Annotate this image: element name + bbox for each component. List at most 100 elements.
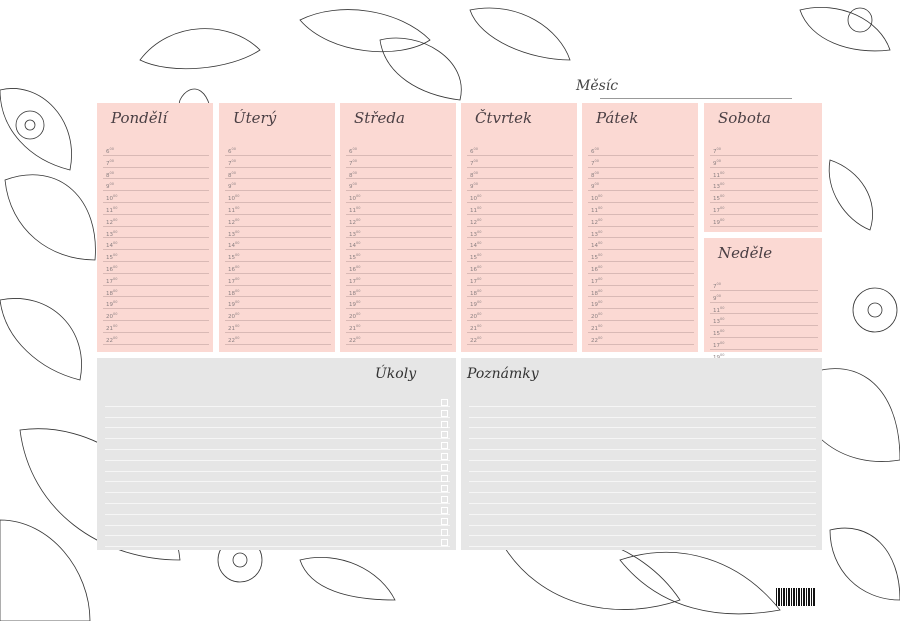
hour-row[interactable]: 1100 (225, 203, 331, 215)
hour-row[interactable]: 900 (588, 179, 694, 192)
hour-row[interactable]: 800 (467, 168, 573, 180)
hour-row[interactable]: 1600 (346, 262, 452, 274)
hour-row[interactable]: 1100 (467, 203, 573, 215)
hour-row[interactable]: 2200 (467, 333, 573, 345)
hour-row[interactable]: 800 (346, 168, 452, 180)
writing-line[interactable] (105, 493, 450, 504)
hour-row[interactable]: 1600 (467, 262, 573, 274)
hour-row[interactable]: 2100 (346, 321, 452, 333)
hour-row[interactable]: 1500 (103, 250, 209, 262)
writing-line[interactable] (469, 407, 816, 418)
checkbox-icon[interactable] (441, 420, 448, 428)
hour-row[interactable]: 2100 (225, 321, 331, 333)
hour-row[interactable]: 1100 (346, 203, 452, 215)
hour-row[interactable]: 1200 (103, 215, 209, 227)
hour-row[interactable]: 1600 (588, 262, 694, 274)
hour-row[interactable]: 1900 (103, 297, 209, 310)
hour-row[interactable]: 1500 (346, 250, 452, 262)
checkbox-icon[interactable] (441, 442, 448, 450)
writing-line[interactable] (469, 428, 816, 440)
hour-row[interactable]: 1800 (103, 286, 209, 298)
checkbox-icon[interactable] (441, 506, 448, 514)
hour-row[interactable]: 1200 (225, 215, 331, 227)
hour-row[interactable]: 700 (588, 156, 694, 168)
hour-row[interactable]: 700 (346, 156, 452, 168)
checkbox-icon[interactable] (441, 517, 448, 525)
hour-row[interactable]: 1000 (588, 191, 694, 203)
hour-row[interactable]: 900 (103, 179, 209, 192)
month-input-line[interactable] (600, 98, 792, 99)
tasks-panel[interactable]: Úkoly (97, 358, 456, 550)
hour-row[interactable]: 1500 (710, 191, 818, 203)
hour-row[interactable]: 800 (103, 168, 209, 180)
hour-row[interactable]: 1800 (467, 286, 573, 298)
writing-line[interactable] (469, 418, 816, 429)
hour-row[interactable]: 1700 (588, 274, 694, 286)
hour-row[interactable]: 2000 (346, 309, 452, 321)
hour-row[interactable]: 1400 (467, 238, 573, 251)
hour-row[interactable]: 800 (588, 168, 694, 180)
writing-line[interactable] (469, 396, 816, 407)
notes-panel[interactable]: Poznámky (461, 358, 822, 550)
hour-row[interactable]: 2200 (103, 333, 209, 345)
checkbox-icon[interactable] (441, 474, 448, 482)
hour-row[interactable]: 1000 (346, 191, 452, 203)
hour-row[interactable]: 900 (467, 179, 573, 192)
hour-row[interactable]: 2200 (225, 333, 331, 345)
writing-line[interactable] (105, 515, 450, 526)
hour-row[interactable]: 600 (467, 144, 573, 156)
hour-row[interactable]: 1400 (103, 238, 209, 251)
writing-line[interactable] (469, 526, 816, 537)
writing-line[interactable] (105, 472, 450, 483)
hour-row[interactable]: 1400 (346, 238, 452, 251)
hour-row[interactable]: 1700 (346, 274, 452, 286)
writing-line[interactable] (105, 536, 450, 548)
hour-row[interactable]: 1300 (467, 227, 573, 239)
hour-row[interactable]: 1300 (710, 314, 818, 327)
hour-row[interactable]: 1400 (225, 238, 331, 251)
hour-row[interactable]: 700 (710, 144, 818, 156)
hour-row[interactable]: 1100 (710, 168, 818, 180)
hour-row[interactable]: 1300 (588, 227, 694, 239)
writing-line[interactable] (469, 536, 816, 548)
hour-row[interactable]: 2000 (225, 309, 331, 321)
hour-row[interactable]: 1800 (225, 286, 331, 298)
hour-row[interactable]: 1100 (588, 203, 694, 215)
writing-line[interactable] (105, 418, 450, 429)
hour-row[interactable]: 600 (225, 144, 331, 156)
writing-line[interactable] (105, 407, 450, 418)
checkbox-icon[interactable] (441, 463, 448, 471)
hour-row[interactable]: 1100 (710, 303, 818, 315)
hour-row[interactable]: 900 (710, 291, 818, 303)
hour-row[interactable]: 1200 (346, 215, 452, 227)
writing-line[interactable] (469, 439, 816, 450)
hour-row[interactable]: 1600 (225, 262, 331, 274)
writing-line[interactable] (105, 450, 450, 461)
checkbox-icon[interactable] (441, 528, 448, 536)
hour-row[interactable]: 1500 (710, 326, 818, 338)
writing-line[interactable] (105, 428, 450, 440)
writing-line[interactable] (469, 504, 816, 515)
writing-line[interactable] (105, 482, 450, 494)
hour-row[interactable]: 700 (467, 156, 573, 168)
writing-line[interactable] (469, 472, 816, 483)
hour-row[interactable]: 1700 (103, 274, 209, 286)
checkbox-icon[interactable] (441, 431, 448, 439)
hour-row[interactable]: 1700 (710, 203, 818, 215)
checkbox-icon[interactable] (441, 496, 448, 504)
hour-row[interactable]: 700 (225, 156, 331, 168)
hour-row[interactable]: 2100 (103, 321, 209, 333)
hour-row[interactable]: 1900 (588, 297, 694, 310)
hour-row[interactable]: 2200 (588, 333, 694, 345)
hour-row[interactable]: 600 (588, 144, 694, 156)
hour-row[interactable]: 1400 (588, 238, 694, 251)
hour-row[interactable]: 2200 (346, 333, 452, 345)
hour-row[interactable]: 1900 (710, 215, 818, 227)
hour-row[interactable]: 2000 (588, 309, 694, 321)
hour-row[interactable]: 1900 (346, 297, 452, 310)
hour-row[interactable]: 2000 (467, 309, 573, 321)
hour-row[interactable]: 1100 (103, 203, 209, 215)
writing-line[interactable] (105, 526, 450, 537)
writing-line[interactable] (469, 493, 816, 504)
checkbox-icon[interactable] (441, 485, 448, 493)
